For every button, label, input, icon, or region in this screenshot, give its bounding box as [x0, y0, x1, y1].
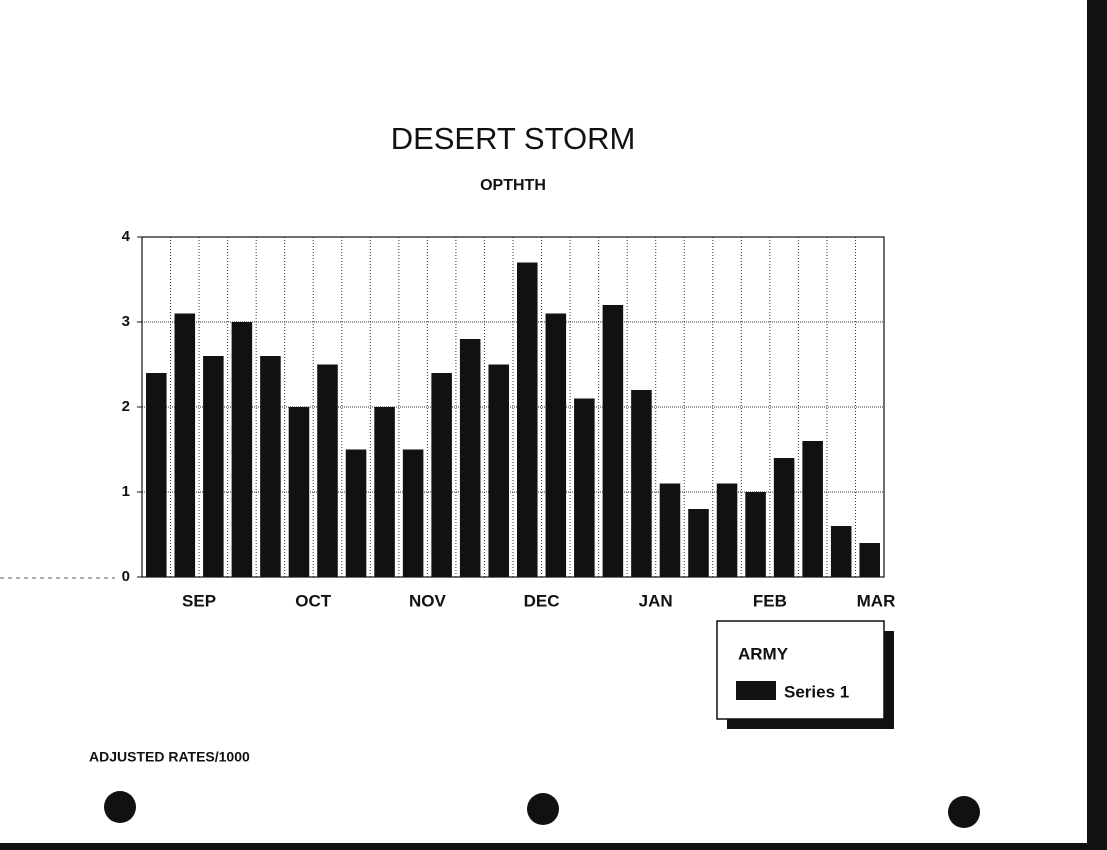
x-tick-label: DEC: [524, 591, 560, 610]
x-tick-label: MAR: [857, 591, 896, 610]
bar: [516, 262, 538, 577]
bar: [773, 458, 795, 577]
bar: [688, 509, 709, 577]
bar: [716, 483, 738, 577]
bar: [288, 407, 310, 577]
footnote: ADJUSTED RATES/1000: [89, 749, 250, 765]
y-tick-label: 3: [122, 313, 130, 330]
bar: [459, 339, 481, 577]
bar: [488, 364, 510, 577]
bar: [260, 356, 281, 577]
y-tick-label: 0: [122, 568, 130, 585]
y-tick-label: 4: [122, 228, 131, 245]
x-tick-label: JAN: [639, 591, 673, 610]
scan-edge: [1087, 0, 1107, 850]
legend-box: [716, 620, 885, 720]
y-tick-label: 1: [122, 483, 130, 500]
bar: [631, 390, 652, 577]
bar: [602, 305, 624, 577]
x-tick-label: NOV: [409, 591, 447, 610]
chart-title: DESERT STORM: [391, 121, 636, 156]
bar: [659, 483, 681, 577]
scan-edge: [0, 843, 1107, 850]
punch-hole: [104, 791, 136, 823]
legend-title: ARMY: [738, 644, 789, 663]
x-tick-label: OCT: [295, 591, 332, 610]
bar: [802, 441, 823, 577]
x-tick-label: SEP: [182, 591, 216, 610]
legend-label: Series 1: [784, 682, 849, 701]
chart-subtitle: OPTHTH: [480, 177, 546, 194]
bar: [745, 492, 766, 577]
punch-hole: [948, 796, 980, 828]
bar: [830, 526, 852, 577]
bar: [431, 373, 452, 577]
bar: [145, 373, 167, 577]
bar: [174, 313, 196, 577]
punch-hole: [527, 793, 559, 825]
legend: ARMY Series 1: [716, 620, 894, 729]
bar: [231, 322, 253, 577]
bar: [574, 398, 595, 577]
y-tick-label: 2: [122, 398, 130, 415]
bar: [859, 543, 881, 577]
bar: [203, 356, 224, 577]
legend-swatch: [736, 681, 776, 700]
x-tick-label: FEB: [753, 591, 787, 610]
plot-frame: [141, 236, 885, 578]
bar: [402, 449, 424, 577]
bar: [317, 364, 338, 577]
bar: [345, 449, 367, 577]
bar: [545, 313, 567, 577]
bar: [374, 407, 395, 577]
